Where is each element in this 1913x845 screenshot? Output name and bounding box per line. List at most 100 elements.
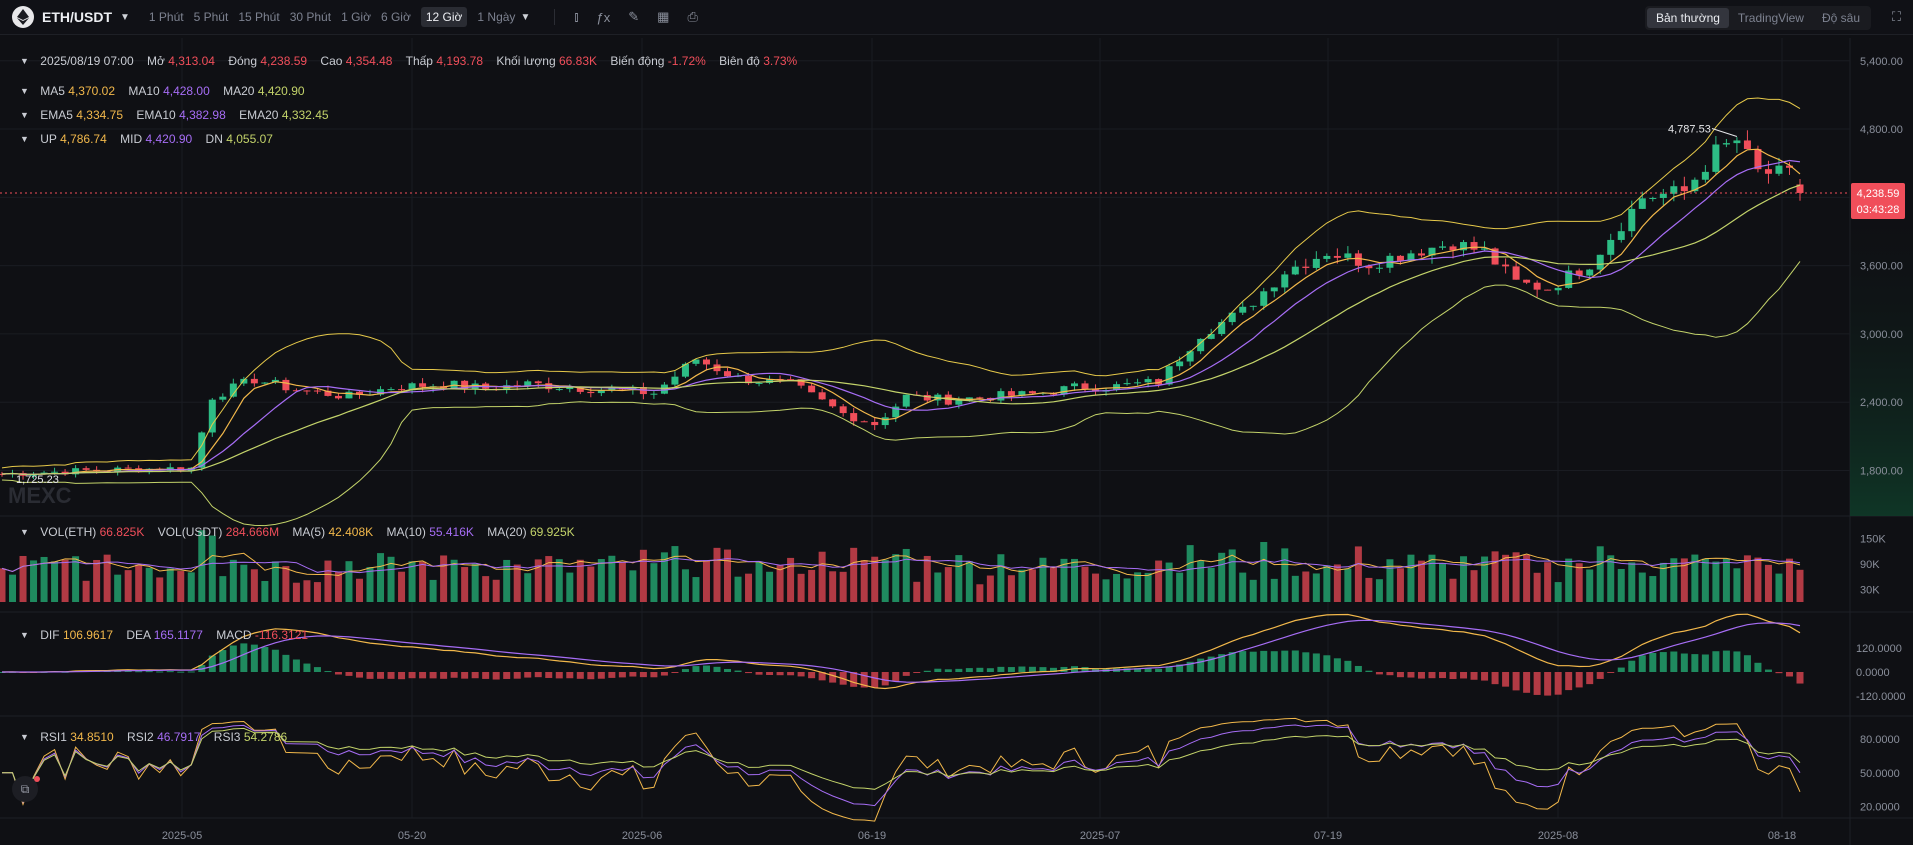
interval-5m[interactable]: 5 Phút <box>193 10 229 24</box>
volume-bar <box>629 570 637 602</box>
volume-bar <box>124 570 132 602</box>
candle <box>1575 270 1583 276</box>
collapse-chevron-icon[interactable]: ▼ <box>20 110 29 120</box>
mode-standard[interactable]: Bản thường <box>1646 8 1729 28</box>
candle <box>1407 253 1415 261</box>
macd-tick-label: 120.0000 <box>1856 643 1902 655</box>
fullscreen-icon[interactable]: ⛶ <box>1891 9 1901 24</box>
macd-bar <box>513 672 521 679</box>
macd-bar <box>461 672 469 679</box>
candle <box>303 390 311 392</box>
y-tick-label: 3,000.00 <box>1860 329 1903 341</box>
macd-bar <box>881 672 889 686</box>
mode-depth[interactable]: Độ sâu <box>1821 11 1860 25</box>
collapse-chevron-icon[interactable]: ▼ <box>20 134 29 144</box>
macd-bar <box>745 672 753 674</box>
ma20-line <box>1 184 1801 475</box>
macd-bar <box>482 672 490 679</box>
macd-bar <box>1460 672 1468 679</box>
candle <box>1554 287 1562 291</box>
volume-bar <box>250 569 258 602</box>
volume-bar <box>1607 555 1615 602</box>
volume-bar <box>1365 577 1373 602</box>
volume-bar <box>1523 554 1531 602</box>
collapse-chevron-icon[interactable]: ▼ <box>20 527 29 537</box>
layout-grid-icon[interactable]: ▦ <box>657 9 670 24</box>
interval-15m[interactable]: 15 Phút <box>238 10 280 24</box>
candle <box>1712 144 1720 172</box>
candle <box>1144 379 1152 383</box>
volume-bar <box>1691 554 1699 602</box>
volume-bar <box>1407 554 1415 602</box>
macd-bar <box>671 672 679 673</box>
volume-bar <box>1460 556 1468 602</box>
candle <box>1428 247 1436 256</box>
candle <box>377 389 385 395</box>
macd-bar <box>1344 660 1352 672</box>
indicator-icon[interactable]: ƒx <box>596 9 611 25</box>
volume-bar <box>1291 575 1299 602</box>
interval-30m[interactable]: 30 Phút <box>289 10 332 24</box>
candle <box>1659 193 1667 198</box>
volume-bar <box>503 559 511 602</box>
macd-bar <box>1039 667 1047 672</box>
interval-1h[interactable]: 1 Giờ <box>341 10 371 24</box>
volume-bar <box>1659 562 1667 602</box>
volume-bar <box>671 546 679 602</box>
vol-ma20-label: MA(20) <box>487 525 527 539</box>
macd-bar <box>776 672 784 676</box>
interval-6h[interactable]: 6 Giờ <box>380 10 411 24</box>
macd-bar <box>1754 662 1762 672</box>
collapse-chevron-icon[interactable]: ▼ <box>20 86 29 96</box>
interval-12h[interactable]: 12 Giờ <box>420 7 468 27</box>
candle <box>1113 384 1121 391</box>
macd-bar <box>1228 652 1236 672</box>
low-label: Thấp <box>405 54 433 68</box>
boll-legend: ▼ UP 4,786.74 MID 4,420.90 DN 4,055.07 <box>20 132 283 146</box>
candle <box>345 391 353 399</box>
macd-bar <box>387 672 395 679</box>
rsi1-value: 34.8510 <box>70 730 114 744</box>
macd-bar <box>1312 653 1320 672</box>
candle <box>850 413 858 422</box>
candle <box>1449 246 1457 251</box>
vol-eth-label: VOL(ETH) <box>40 525 97 539</box>
mode-tradingview[interactable]: TradingView <box>1737 11 1804 25</box>
macd-bar <box>261 647 269 672</box>
candle <box>787 379 795 381</box>
candle <box>1544 289 1552 291</box>
pair-selector[interactable]: ETH/USDT <box>42 9 112 25</box>
volume-bar <box>82 580 90 602</box>
volume-bar <box>829 571 837 602</box>
candle <box>1270 287 1278 292</box>
volume-bar <box>72 556 80 602</box>
collapse-chevron-icon[interactable]: ▼ <box>20 732 29 742</box>
interval-1d[interactable]: 1 Ngày <box>477 10 516 24</box>
volume-bar <box>1722 558 1730 602</box>
candle-type-icon[interactable]: ⫾ <box>574 9 579 24</box>
macd-bar <box>1638 655 1646 672</box>
volume-bar <box>545 556 553 602</box>
volume-bar <box>429 579 437 602</box>
volume-bar <box>166 568 174 602</box>
boll-mid-label: MID <box>120 132 143 146</box>
macd-bar <box>1375 672 1383 675</box>
layout-toggle-icon[interactable]: ⧉ <box>12 776 38 802</box>
chevron-down-icon[interactable]: ▼ <box>120 11 130 23</box>
x-tick-label: 2025-06 <box>622 830 662 842</box>
macd-bar <box>408 672 416 679</box>
collapse-chevron-icon[interactable]: ▼ <box>20 630 29 640</box>
collapse-chevron-icon[interactable]: ▼ <box>20 56 29 66</box>
draw-pencil-icon[interactable]: ✎ <box>628 9 640 24</box>
candle <box>713 364 721 372</box>
interval-more-chevron-icon[interactable]: ▼ <box>520 11 531 23</box>
interval-1m[interactable]: 1 Phút <box>148 10 184 24</box>
candle <box>1649 197 1657 199</box>
volume-bar <box>1417 560 1425 602</box>
volume-bar <box>534 559 542 602</box>
volume-bar <box>1218 552 1226 602</box>
vol-tick-label: 150K <box>1860 534 1886 546</box>
camera-icon[interactable]: ⎙ <box>687 9 698 24</box>
macd-bar <box>1049 667 1057 672</box>
